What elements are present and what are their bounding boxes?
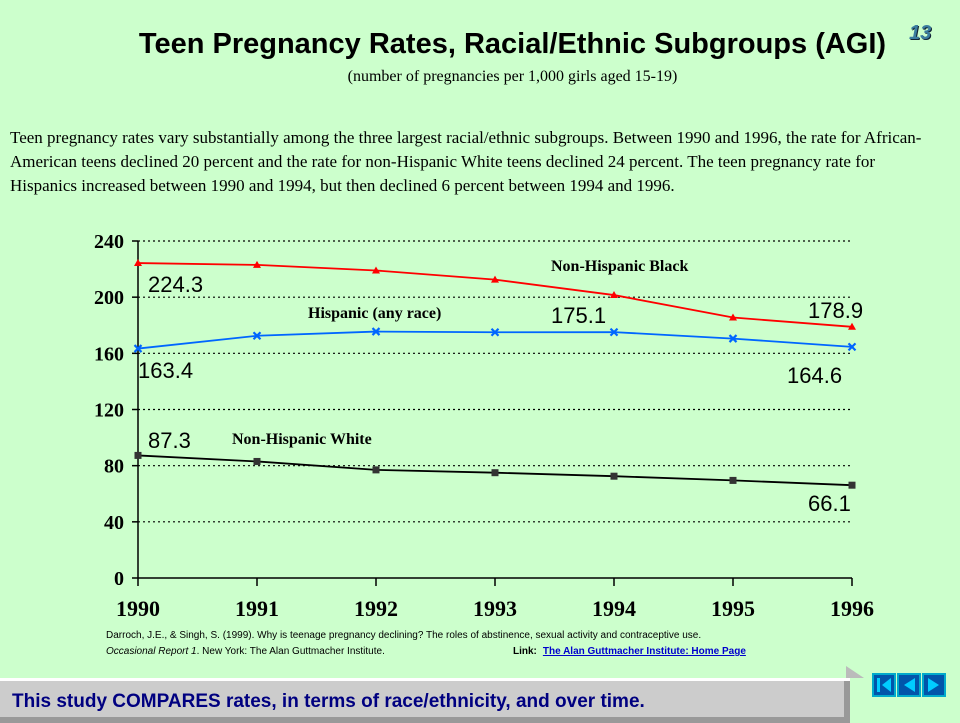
line-chart: 0 40 80 120 160 200 240 1990 1991 1992 1993 1994 199… xyxy=(94,231,874,621)
data-point xyxy=(253,457,261,465)
series-line xyxy=(137,262,853,328)
data-point xyxy=(610,291,618,299)
link-label: Link: xyxy=(513,646,537,657)
citation-report-title: Occasional Report 1 xyxy=(106,646,197,657)
data-point xyxy=(729,313,737,321)
data-value-label: 224.3 xyxy=(148,272,203,297)
guttmacher-home-link[interactable]: The Alan Guttmacher Institute: Home Page xyxy=(542,646,746,657)
data-point xyxy=(848,322,856,330)
data-point xyxy=(490,327,500,337)
series-label: Non-Hispanic White xyxy=(232,431,372,448)
citation-line-2: Occasional Report 1. New York: The Alan … xyxy=(106,644,701,660)
data-point xyxy=(609,327,619,337)
page-subtitle: (number of pregnancies per 1,000 girls a… xyxy=(347,68,678,85)
data-value-label: 66.1 xyxy=(808,491,851,516)
data-point xyxy=(610,472,618,480)
banner-corner-decoration xyxy=(846,666,864,678)
data-point xyxy=(253,260,261,268)
data-point xyxy=(491,275,499,283)
y-tick-label: 120 xyxy=(94,400,124,422)
first-slide-icon[interactable] xyxy=(872,673,896,697)
y-tick-label: 0 xyxy=(114,568,124,590)
page-title: Teen Pregnancy Rates, Racial/Ethnic Subg… xyxy=(138,28,887,60)
previous-slide-icon[interactable] xyxy=(897,673,921,697)
data-point xyxy=(491,469,499,477)
data-point xyxy=(133,344,143,353)
data-value-label: 175.1 xyxy=(551,303,606,328)
citation: Darroch, J.E., & Singh, S. (1999). Why i… xyxy=(106,628,701,660)
next-slide-icon[interactable] xyxy=(922,673,946,697)
x-tick-label: 1994 xyxy=(592,596,636,621)
data-point xyxy=(372,266,380,274)
description-paragraph: Teen pregnancy rates vary substantially … xyxy=(10,128,922,195)
y-tick-label: 240 xyxy=(94,231,124,253)
x-tick-label: 1993 xyxy=(473,596,517,621)
x-tick-label: 1992 xyxy=(354,596,398,621)
y-tick-label: 200 xyxy=(94,287,124,309)
x-tick-label: 1990 xyxy=(116,596,160,621)
series-label: Non-Hispanic Black xyxy=(551,258,688,275)
x-tick-label: 1996 xyxy=(830,596,874,621)
summary-banner: This study COMPARES rates, in terms of r… xyxy=(0,678,850,723)
x-tick-label: 1995 xyxy=(711,596,755,621)
data-point xyxy=(372,466,380,474)
data-point xyxy=(252,331,262,341)
citation-line-1: Darroch, J.E., & Singh, S. (1999). Why i… xyxy=(106,630,702,641)
data-point xyxy=(134,259,142,267)
y-tick-label: 80 xyxy=(104,456,124,478)
data-point xyxy=(728,334,738,343)
data-value-label: 87.3 xyxy=(148,428,191,453)
summary-banner-text: This study COMPARES rates, in terms of r… xyxy=(12,691,645,712)
data-value-label: 163.4 xyxy=(138,358,193,383)
data-value-label: 178.9 xyxy=(808,298,863,323)
data-point xyxy=(848,481,856,489)
data-point xyxy=(371,327,381,336)
series-label: Hispanic (any race) xyxy=(308,305,441,322)
data-point xyxy=(729,476,737,484)
series-line xyxy=(137,330,853,350)
y-tick-label: 160 xyxy=(94,343,124,365)
source-link-row: Link: The Alan Guttmacher Institute: Home… xyxy=(513,646,746,657)
x-tick-label: 1991 xyxy=(235,596,279,621)
data-value-label: 164.6 xyxy=(787,363,842,388)
slide-number: 13 xyxy=(909,22,932,44)
y-tick-label: 40 xyxy=(104,512,124,534)
data-point xyxy=(847,342,857,352)
citation-publisher: . New York: The Alan Guttmacher Institut… xyxy=(196,646,385,657)
data-point xyxy=(134,451,142,459)
